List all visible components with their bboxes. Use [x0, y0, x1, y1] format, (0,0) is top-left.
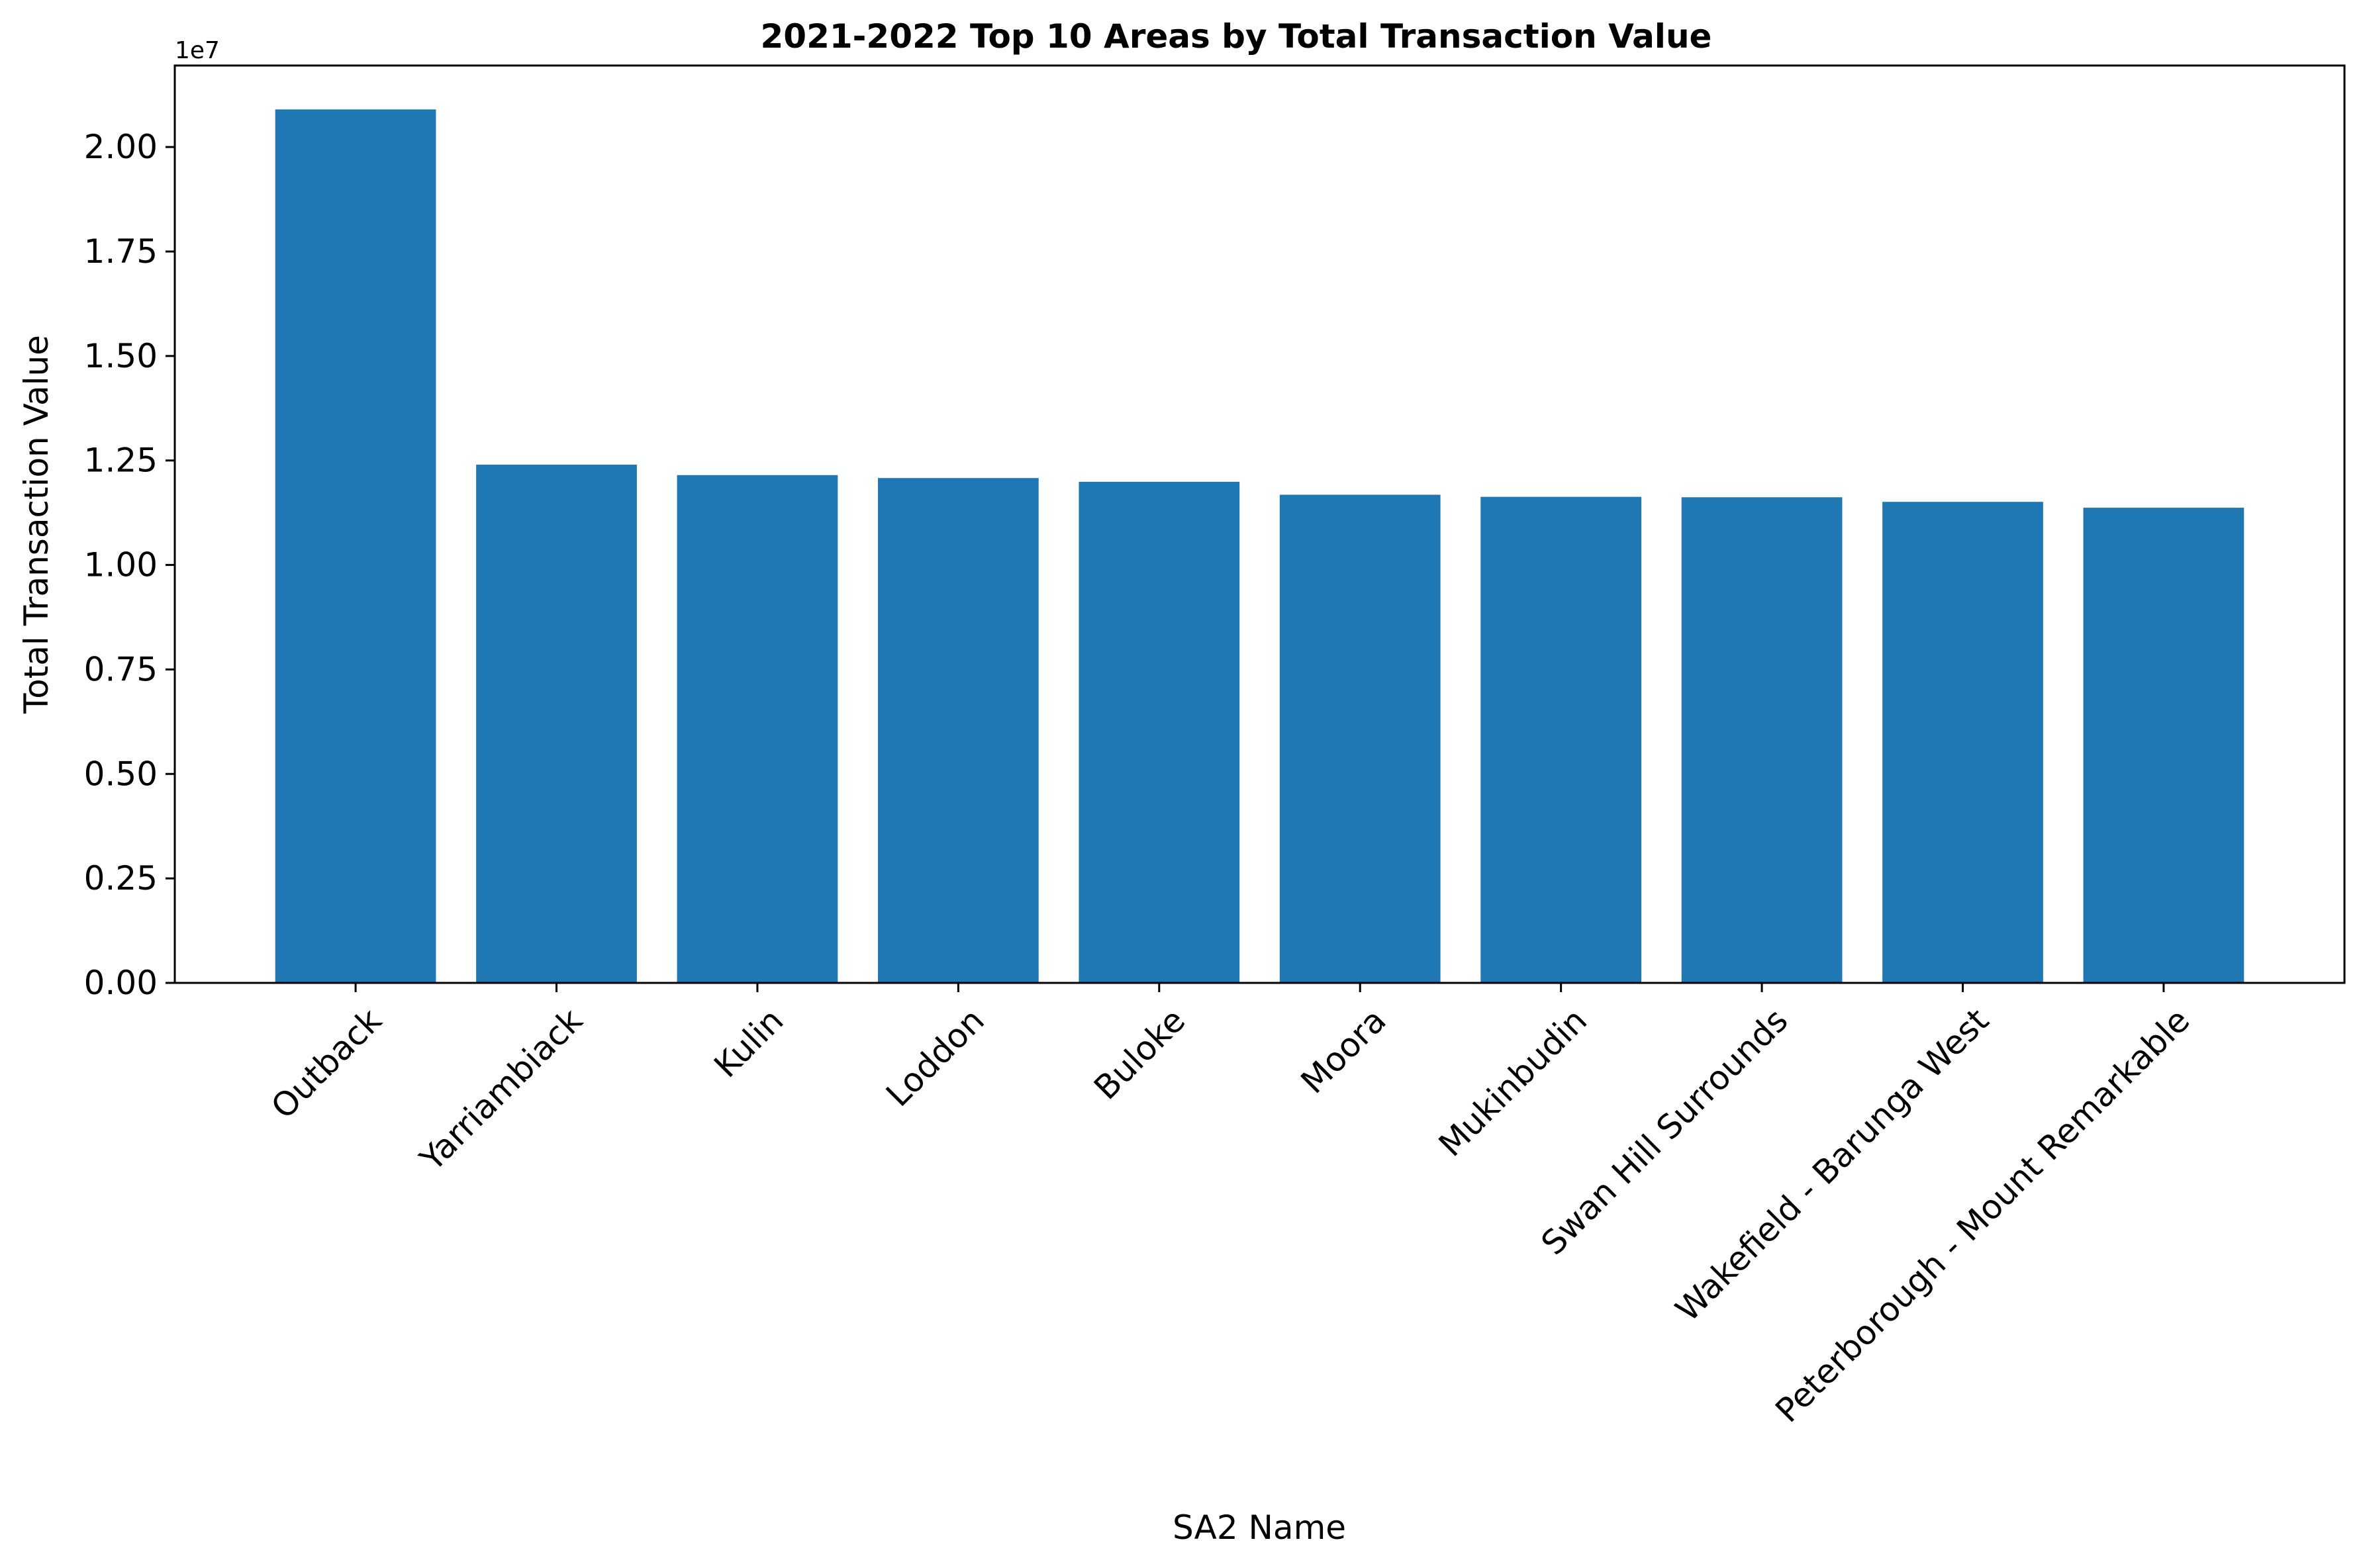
y-tick-label: 1.00 — [84, 546, 158, 584]
y-tick-label: 0.75 — [84, 650, 158, 688]
chart-title: 2021-2022 Top 10 Areas by Total Transact… — [761, 17, 1712, 56]
y-axis-offset-label: 1e7 — [175, 37, 220, 64]
bars-group — [275, 109, 2244, 983]
y-axis-ticks: 0.00 0.25 0.50 0.75 1.00 1.25 1.50 1.75 2.00 — [84, 128, 175, 1002]
bar-0 — [275, 109, 436, 983]
y-tick-label: 1.50 — [84, 337, 158, 375]
bar-1 — [476, 465, 637, 983]
x-axis-label: SA2 Name — [1173, 1508, 1346, 1547]
y-tick-label: 1.75 — [84, 232, 158, 271]
bar-8 — [1882, 502, 2043, 983]
bar-6 — [1480, 496, 1642, 983]
y-tick-label: 2.00 — [84, 128, 158, 166]
bar-3 — [877, 478, 1039, 983]
bar-2 — [677, 475, 838, 983]
y-tick-label: 0.00 — [84, 964, 158, 1002]
bar-7 — [1681, 497, 1843, 983]
bar-5 — [1279, 494, 1441, 983]
y-tick-label: 0.50 — [84, 755, 158, 793]
bar-9 — [2083, 508, 2244, 983]
y-tick-label: 0.25 — [84, 859, 158, 898]
bar-4 — [1079, 481, 1240, 983]
plot-frame — [173, 64, 2346, 984]
y-tick-label: 1.25 — [84, 441, 158, 480]
y-axis-label: Total Transaction Value — [17, 335, 56, 714]
